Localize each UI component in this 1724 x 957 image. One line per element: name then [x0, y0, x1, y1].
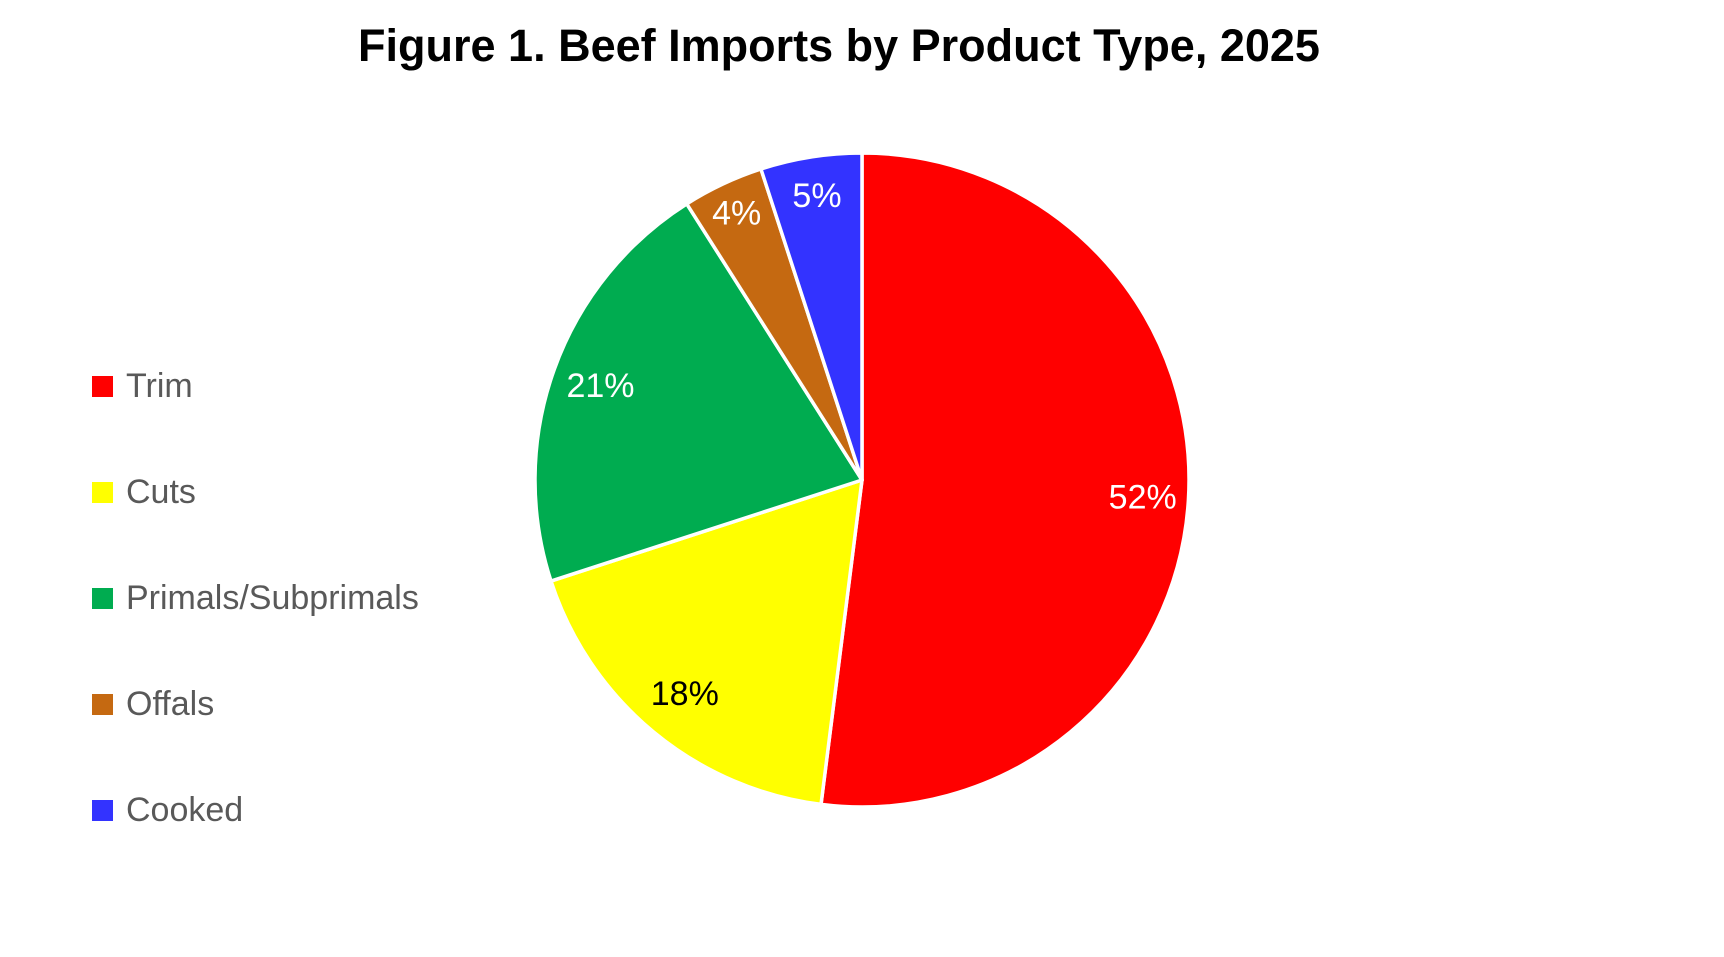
legend-swatch — [92, 799, 113, 821]
legend-item-label: Trim — [126, 367, 193, 405]
pie-data-label-trim: 52% — [1109, 479, 1177, 517]
chart-title: Figure 1. Beef Imports by Product Type, … — [358, 20, 1320, 71]
legend-item-cuts: Cuts — [92, 472, 419, 512]
legend-swatch — [92, 481, 113, 503]
legend-swatch — [92, 587, 113, 609]
pie-slice-cuts — [549, 478, 864, 807]
legend-item-label: Cuts — [126, 473, 196, 511]
pie-data-label-primals-subprimals: 21% — [566, 367, 634, 405]
legend-item-trim: Trim — [92, 366, 419, 406]
legend-item-label: Primals/Subprimals — [126, 579, 419, 617]
legend-swatch — [92, 375, 113, 397]
legend-item-label: Cooked — [126, 791, 244, 829]
pie-data-label-cuts: 18% — [651, 675, 719, 713]
legend-swatch — [92, 693, 113, 715]
legend-item-label: Offals — [126, 685, 215, 723]
legend-item-primals-subprimals: Primals/Subprimals — [92, 578, 419, 618]
pie-data-label-offals: 4% — [712, 195, 761, 233]
pie-data-label-cooked: 5% — [792, 177, 841, 215]
legend: Trim Cuts Primals/Subprimals Offals Cooked — [92, 366, 419, 830]
legend-item-cooked: Cooked — [92, 790, 419, 830]
pie-slice-trim — [819, 151, 1191, 809]
pie-slice-cooked — [759, 151, 864, 482]
legend-item-offals: Offals — [92, 684, 419, 724]
pie-slice-primals-subprimals — [533, 202, 864, 583]
